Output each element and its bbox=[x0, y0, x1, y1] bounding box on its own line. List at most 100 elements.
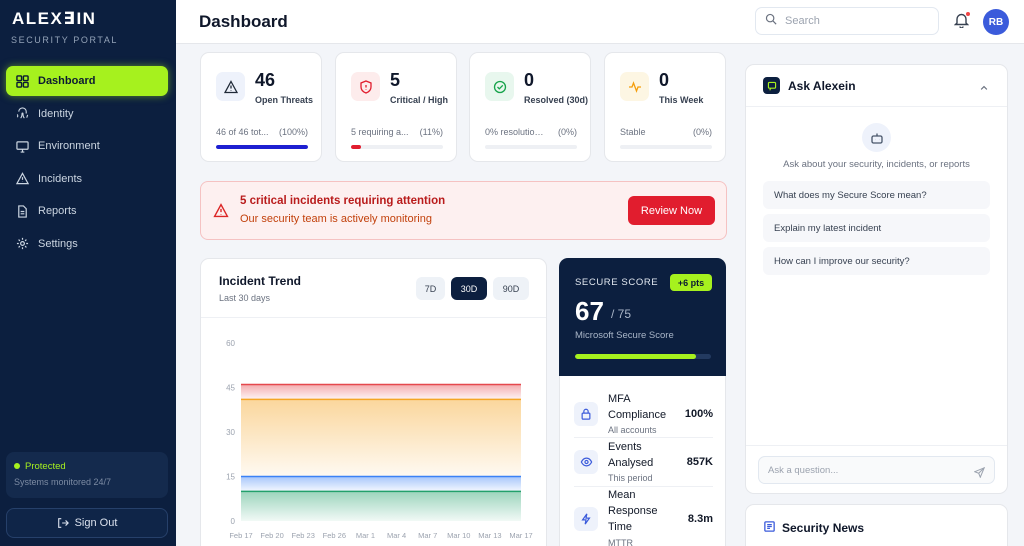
divider bbox=[574, 437, 713, 438]
sidebar-item-incidents[interactable]: Incidents bbox=[6, 164, 168, 194]
trend-title: Incident Trend bbox=[219, 274, 302, 288]
range-90d-button[interactable]: 90D bbox=[493, 277, 529, 300]
sidebar-item-label: Dashboard bbox=[38, 75, 96, 87]
stat-percent: (11%) bbox=[419, 127, 443, 137]
stat-footnote: 0% resolution... bbox=[485, 127, 547, 137]
search-box[interactable] bbox=[755, 7, 939, 35]
stat-footnote: 5 requiring a... bbox=[351, 127, 409, 137]
metric-value: 857K bbox=[686, 456, 713, 468]
sign-out-label: Sign Out bbox=[74, 517, 118, 529]
news-icon bbox=[763, 520, 776, 538]
stat-footnote: Stable bbox=[620, 127, 646, 137]
ask-input-box[interactable] bbox=[758, 456, 995, 484]
suggestion-chip[interactable]: How can I improve our security? bbox=[763, 247, 990, 275]
sidebar-item-identity[interactable]: Identity bbox=[6, 99, 168, 129]
alert-icon bbox=[213, 203, 229, 223]
x-tick-label: Feb 26 bbox=[323, 531, 346, 540]
y-tick-label: 45 bbox=[226, 384, 235, 393]
sidebar-item-reports[interactable]: Reports bbox=[6, 196, 168, 226]
search-input[interactable] bbox=[785, 15, 925, 27]
sidebar-item-environment[interactable]: Environment bbox=[6, 131, 168, 161]
brand-logo[interactable]: ALEX∃IN bbox=[12, 9, 97, 28]
warning-icon bbox=[15, 172, 29, 186]
y-tick-label: 30 bbox=[226, 428, 235, 437]
eye-icon bbox=[574, 450, 598, 474]
stat-card-open-threats[interactable]: 46 Open Threats 46 of 46 tot... (100%) bbox=[200, 52, 322, 162]
ask-title: Ask Alexein bbox=[788, 79, 856, 93]
stat-card-this-week[interactable]: 0 This Week Stable (0%) bbox=[604, 52, 726, 162]
incident-trend-chart: 0 15 30 45 60 Feb 17 Feb 20 Feb 23 Feb 26 Mar 1 Ma… bbox=[226, 339, 533, 540]
metric-subtitle: All accounts bbox=[608, 425, 657, 435]
stat-label: Resolved (30d) bbox=[524, 95, 589, 105]
divider bbox=[574, 486, 713, 487]
range-7d-button[interactable]: 7D bbox=[416, 277, 445, 300]
stat-percent: (0%) bbox=[557, 127, 577, 137]
notification-badge bbox=[965, 11, 971, 17]
series-area-3 bbox=[241, 384, 521, 400]
sidebar: ALEX∃IN SECURITY PORTAL Dashboard Identi… bbox=[0, 0, 176, 546]
secure-score-card[interactable]: SECURE SCORE +6 pts 67 / 75 Microsoft Se… bbox=[559, 258, 726, 376]
secure-score-title: SECURE SCORE bbox=[575, 277, 659, 288]
activity-icon bbox=[620, 72, 649, 101]
y-tick-label: 60 bbox=[226, 339, 235, 348]
security-news-card: Security News bbox=[745, 504, 1008, 546]
stat-progress-fill bbox=[351, 145, 362, 149]
stat-progress-bar bbox=[485, 145, 577, 149]
shield-icon bbox=[351, 72, 380, 101]
ask-input[interactable] bbox=[768, 464, 968, 476]
sidebar-item-dashboard[interactable]: Dashboard bbox=[6, 66, 168, 96]
x-tick-label: Mar 4 bbox=[387, 531, 406, 540]
stat-percent: (0%) bbox=[692, 127, 712, 137]
divider bbox=[746, 445, 1007, 446]
send-icon[interactable] bbox=[973, 465, 986, 483]
metric-value: 100% bbox=[684, 408, 713, 420]
stat-progress-bar bbox=[216, 145, 308, 149]
suggestion-chip[interactable]: Explain my latest incident bbox=[763, 214, 990, 242]
sidebar-item-label: Settings bbox=[38, 237, 78, 250]
y-tick-label: 0 bbox=[231, 517, 236, 526]
series-area-0 bbox=[241, 491, 521, 521]
metric-title: Events Analysed bbox=[608, 441, 654, 469]
top-header: Dashboard RB bbox=[176, 0, 1024, 44]
secure-score-value: 67 bbox=[575, 296, 604, 326]
alert-title: 5 critical incidents requiring attention bbox=[240, 195, 446, 207]
metric-subtitle: This period bbox=[608, 473, 653, 483]
suggestion-chip[interactable]: What does my Secure Score mean? bbox=[763, 181, 990, 209]
notifications-button[interactable] bbox=[953, 11, 971, 30]
range-30d-button[interactable]: 30D bbox=[451, 277, 487, 300]
bolt-icon bbox=[574, 507, 598, 531]
stat-progress-bar bbox=[351, 145, 443, 149]
sidebar-item-settings[interactable]: Settings bbox=[6, 229, 168, 259]
news-title: Security News bbox=[782, 521, 865, 535]
sign-out-button[interactable]: Sign Out bbox=[6, 508, 168, 538]
stat-card-resolved[interactable]: 0 Resolved (30d) 0% resolution... (0%) bbox=[469, 52, 591, 162]
sidebar-item-label: Identity bbox=[38, 107, 74, 120]
secure-score-max: / 75 bbox=[611, 307, 632, 321]
stat-label: This Week bbox=[659, 95, 704, 105]
secure-score-source: Microsoft Secure Score bbox=[575, 330, 674, 341]
alert-subtitle: Our security team is actively monitoring bbox=[240, 213, 432, 225]
metric-subtitle: MTTR bbox=[608, 538, 633, 546]
chevron-up-icon[interactable] bbox=[979, 80, 989, 98]
monitor-icon bbox=[15, 139, 29, 153]
stat-footnote: 46 of 46 tot... bbox=[216, 127, 269, 137]
review-now-button[interactable]: Review Now bbox=[628, 196, 715, 225]
sidebar-item-label: Incidents bbox=[38, 172, 83, 185]
divider bbox=[746, 106, 1007, 107]
search-icon bbox=[765, 12, 777, 30]
score-change-badge: +6 pts bbox=[670, 274, 712, 291]
x-tick-label: Feb 17 bbox=[229, 531, 252, 540]
critical-alert-banner: 5 critical incidents requiring attention… bbox=[200, 181, 727, 240]
x-tick-label: Mar 13 bbox=[478, 531, 501, 540]
check-circle-icon bbox=[485, 72, 514, 101]
stat-label: Critical / High bbox=[390, 95, 449, 105]
stat-progress-fill bbox=[216, 145, 308, 149]
y-tick-label: 15 bbox=[226, 473, 235, 482]
stat-card-critical-high[interactable]: 5 Critical / High 5 requiring a... (11%) bbox=[335, 52, 457, 162]
x-tick-label: Mar 10 bbox=[447, 531, 470, 540]
avatar[interactable]: RB bbox=[983, 9, 1009, 35]
gear-icon bbox=[15, 237, 29, 251]
grid-icon bbox=[15, 74, 29, 88]
ask-alexein-panel: Ask Alexein Ask about your security, inc… bbox=[745, 64, 1008, 494]
stat-value: 0 bbox=[659, 70, 670, 90]
